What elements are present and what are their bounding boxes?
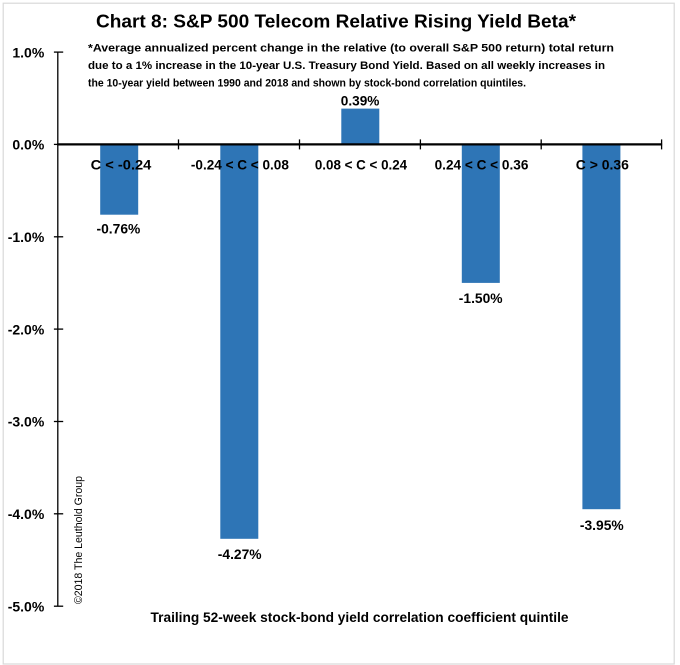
svg-text:-4.27%: -4.27%: [218, 546, 262, 562]
svg-text:-3.0%: -3.0%: [8, 414, 45, 430]
svg-text:-0.76%: -0.76%: [97, 221, 141, 237]
svg-text:1.0%: 1.0%: [12, 44, 44, 60]
svg-text:C > 0.36: C > 0.36: [576, 157, 629, 173]
svg-text:-1.0%: -1.0%: [8, 229, 45, 245]
svg-text:-0.24 < C < 0.08: -0.24 < C < 0.08: [191, 157, 289, 173]
svg-text:C < -0.24: C < -0.24: [91, 157, 152, 173]
svg-text:due to a 1% increase in the 10: due to a 1% increase in the 10-year U.S.…: [88, 60, 605, 72]
svg-text:-3.95%: -3.95%: [580, 517, 624, 533]
svg-text:©2018 The Leuthold Group: ©2018 The Leuthold Group: [73, 476, 85, 604]
svg-text:Trailing 52-week stock-bond yi: Trailing 52-week stock-bond yield correl…: [151, 609, 569, 625]
svg-text:Chart 8: S&P 500 Telecom Relat: Chart 8: S&P 500 Telecom Relative Rising…: [96, 11, 577, 32]
svg-text:0.0%: 0.0%: [12, 137, 44, 153]
svg-text:0.24 < C < 0.36: 0.24 < C < 0.36: [435, 157, 529, 173]
svg-text:-4.0%: -4.0%: [8, 506, 45, 522]
svg-text:*Average annualized percent ch: *Average annualized percent change in th…: [88, 43, 614, 55]
svg-text:-2.0%: -2.0%: [8, 321, 45, 337]
svg-text:-1.50%: -1.50%: [459, 290, 503, 306]
svg-text:the 10-year yield between 1990: the 10-year yield between 1990 and 2018 …: [88, 78, 526, 90]
svg-text:0.39%: 0.39%: [341, 92, 380, 108]
svg-text:0.08 < C < 0.24: 0.08 < C < 0.24: [315, 157, 407, 173]
svg-text:-5.0%: -5.0%: [8, 598, 45, 614]
